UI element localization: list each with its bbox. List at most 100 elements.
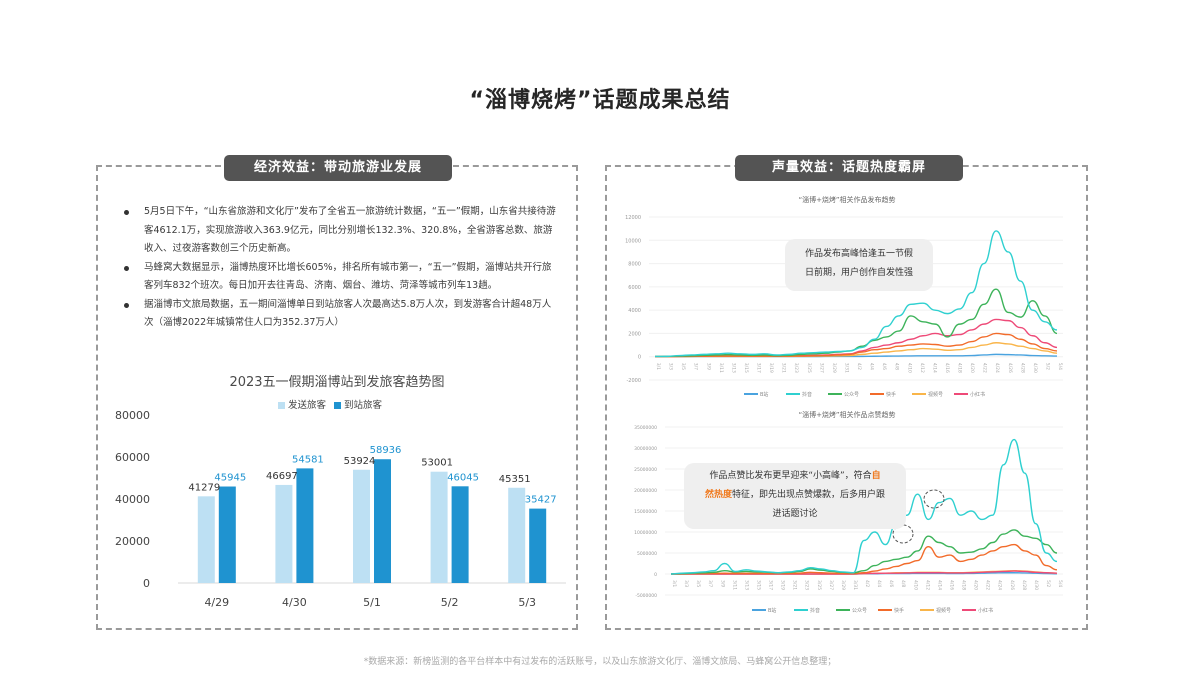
x-tick-label: 4/2 xyxy=(864,580,870,587)
legend-label: 视频号 xyxy=(928,391,943,398)
x-tick-label: 3/5 xyxy=(680,363,686,370)
bar-arrived xyxy=(374,459,391,583)
x-tick-label: 3/21 xyxy=(781,363,787,373)
x-tick-label: 5/4 xyxy=(1057,580,1063,587)
x-tick-label: 3/17 xyxy=(756,363,762,373)
y-tick-label: 10000000 xyxy=(634,530,657,536)
x-tick-label: 5/2 xyxy=(441,596,459,609)
legend-swatch-icon xyxy=(278,402,285,409)
economic-benefit-panel: 经济效益：带动旅游业发展 5月5日下午，“山东省旅游和文化厅”发布了全省五一旅游… xyxy=(96,155,578,630)
highlight-circle-icon xyxy=(892,524,914,544)
x-tick-label: 4/14 xyxy=(936,580,942,590)
legend-label: 抖音 xyxy=(810,607,820,614)
x-tick-label: 3/3 xyxy=(683,580,689,587)
x-tick-label: 3/11 xyxy=(731,580,737,590)
legend-label: 公众号 xyxy=(852,608,867,614)
x-tick-label: 3/9 xyxy=(705,363,711,370)
legend-label: B站 xyxy=(768,607,776,614)
y-tick-label: 12000 xyxy=(625,215,641,221)
y-tick-label: 25000000 xyxy=(634,467,657,473)
x-tick-label: 3/13 xyxy=(743,580,749,590)
bullet-item: 马蜂窝大数据显示，淄博热度环比增长605%，排名所有城市第一，“五一”假期，淄博… xyxy=(122,259,558,296)
y-tick-label: 20000000 xyxy=(634,488,657,494)
legend-label: 公众号 xyxy=(844,392,859,398)
x-tick-label: 4/16 xyxy=(948,580,954,590)
x-tick-label: 3/25 xyxy=(806,363,812,373)
x-tick-label: 4/28 xyxy=(1021,580,1027,590)
x-tick-label: 4/2 xyxy=(856,363,862,370)
economic-bullets: 5月5日下午，“山东省旅游和文化厅”发布了全省五一旅游统计数据，“五一”假期，山… xyxy=(122,203,558,333)
y-tick-label: 0 xyxy=(654,572,657,578)
y-tick-label: 4000 xyxy=(628,308,641,314)
x-tick-label: 4/8 xyxy=(894,363,900,370)
x-tick-label: 3/25 xyxy=(816,580,822,590)
bar-sent xyxy=(197,496,215,583)
x-tick-label: 5/2 xyxy=(1044,363,1050,370)
y-tick-label: 0 xyxy=(143,577,150,590)
legend-item-arrived: 到站旅客 xyxy=(334,397,382,411)
bar-arrived xyxy=(218,486,236,583)
legend-label: 视频号 xyxy=(936,607,951,614)
legend-label: 快手 xyxy=(894,607,904,614)
y-tick-label: 2000 xyxy=(628,331,641,337)
x-tick-label: 4/24 xyxy=(994,363,1000,373)
x-tick-label: 3/17 xyxy=(768,580,774,590)
y-tick-label: -2000 xyxy=(626,378,641,384)
x-tick-label: 5/4 xyxy=(1057,363,1063,370)
bar-sent xyxy=(275,484,293,583)
x-tick-label: 4/22 xyxy=(982,363,988,373)
y-tick-label: 40000 xyxy=(115,493,150,506)
x-tick-label: 4/6 xyxy=(881,363,887,370)
series-line-小红书 xyxy=(654,318,1058,358)
x-tick-label: 4/30 xyxy=(1033,580,1039,590)
x-tick-label: 5/1 xyxy=(363,596,381,609)
x-tick-label: 3/27 xyxy=(818,363,824,373)
x-tick-label: 3/15 xyxy=(743,363,749,373)
y-tick-label: 0 xyxy=(638,355,641,361)
y-tick-label: 6000 xyxy=(628,285,641,291)
x-tick-label: 4/30 xyxy=(1032,363,1038,373)
x-tick-label: 3/27 xyxy=(828,580,834,590)
series-line-抖音 xyxy=(670,438,1058,575)
bar-value-label: 54581 xyxy=(292,454,324,465)
likes-trend-title: “淄博+烧烤”相关作品点赞趋势 xyxy=(798,411,896,419)
page-title: “淄博烧烤”话题成果总结 xyxy=(469,88,731,113)
x-tick-label: 4/26 xyxy=(1009,580,1015,590)
x-tick-label: 4/29 xyxy=(204,596,229,609)
x-tick-label: 3/7 xyxy=(707,580,713,587)
legend-label: B站 xyxy=(760,391,768,398)
x-tick-label: 3/5 xyxy=(695,580,701,587)
publish-trend-title: “淄博+烧烤”相关作品发布趋势 xyxy=(798,196,896,204)
x-tick-label: 4/28 xyxy=(1019,363,1025,373)
legend-swatch-icon xyxy=(334,402,342,409)
legend-label: 抖音 xyxy=(802,391,812,398)
x-tick-label: 3/7 xyxy=(693,363,699,370)
x-tick-label: 3/23 xyxy=(793,363,799,373)
legend-label: 小红书 xyxy=(978,607,993,614)
y-tick-label: 10000 xyxy=(625,238,641,244)
bullet-item: 5月5日下午，“山东省旅游和文化厅”发布了全省五一旅游统计数据，“五一”假期，山… xyxy=(122,203,558,259)
x-tick-label: 4/16 xyxy=(944,363,950,373)
y-tick-label: -5000000 xyxy=(635,593,657,599)
x-tick-label: 3/29 xyxy=(831,363,837,373)
x-tick-label: 3/13 xyxy=(730,363,736,373)
bar-arrived xyxy=(529,508,547,583)
bar-value-label: 53001 xyxy=(421,458,453,469)
x-tick-label: 3/29 xyxy=(840,580,846,590)
legend-item-sent: 发送旅客 xyxy=(278,397,326,411)
bar-sent xyxy=(353,469,370,583)
publish-trend-chart: 12000 10000 8000 6000 4000 2000 0 -2000 3/1 3/3 3/… xyxy=(625,215,1063,398)
x-tick-label: 4/18 xyxy=(961,580,967,590)
economic-benefit-tab: 经济效益：带动旅游业发展 xyxy=(224,155,452,181)
series-line-快手 xyxy=(670,543,1058,575)
x-tick-label: 4/10 xyxy=(906,363,912,373)
x-tick-label: 4/12 xyxy=(919,363,925,373)
x-tick-label: 4/26 xyxy=(1007,363,1013,373)
x-tick-label: 3/9 xyxy=(719,580,725,587)
series-line-公众号 xyxy=(670,529,1058,575)
x-tick-label: 4/10 xyxy=(912,580,918,590)
series-line-快手 xyxy=(655,332,1058,358)
y-tick-label: 80000 xyxy=(115,409,150,422)
passenger-bar-chart: 2023五一假期淄博站到发旅客趋势图 发送旅客 到站旅客 80000 60000 4… xyxy=(98,367,576,627)
